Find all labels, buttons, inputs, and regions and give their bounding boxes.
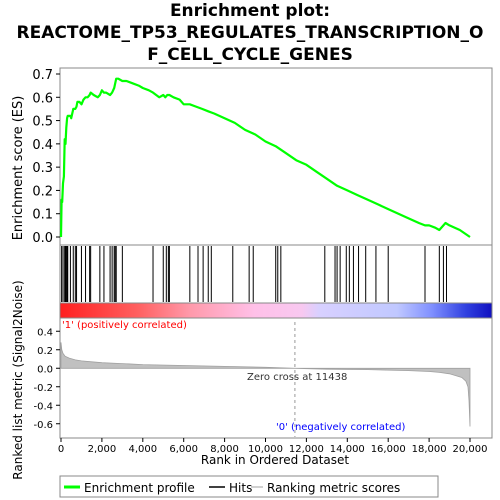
es-y-tick-label: 0.7 [32,68,53,83]
es-y-tick-label: 0.4 [32,138,53,153]
metric-y-label: Ranked list metric (Signal2Noise) [11,280,25,479]
negative-label: '0' (negatively correlated) [276,422,405,433]
es-y-tick-label: 0.2 [32,184,53,199]
es-y-tick-label: 0.0 [32,231,53,246]
es-panel [60,68,492,245]
es-y-tick-label: 0.1 [32,208,53,223]
x-tick-label: 2,000 [88,444,117,455]
es-y-tick-label: 0.5 [32,115,53,130]
x-axis-label: Rank in Ordered Dataset [201,453,349,467]
positive-label: '1' (positively correlated) [62,320,187,331]
metric-y-tick-label: -0.6 [33,420,53,431]
legend-label-enrichment: Enrichment profile [84,481,195,495]
metric-y-tick-label: 0.0 [37,364,53,375]
legend-label-ranking: Ranking metric scores [267,481,400,495]
es-y-tick-label: 0.3 [32,161,53,176]
legend-label-hits: Hits [229,481,252,495]
rank-colorbar [60,303,492,318]
metric-y-tick-label: 0.4 [37,327,53,338]
metric-y-tick-label: -0.2 [33,383,53,394]
zero-cross-label: Zero cross at 11438 [247,372,347,383]
x-tick-label: 6,000 [169,444,198,455]
es-y-label: Enrichment score (ES) [11,96,26,241]
es-y-tick-label: 0.6 [32,91,53,106]
metric-y-tick-label: -0.4 [33,401,53,412]
x-tick-label: 4,000 [128,444,157,455]
x-tick-label: 20,000 [453,444,488,455]
x-tick-label: 16,000 [371,444,406,455]
x-tick-label: 0 [58,444,64,455]
metric-y-tick-label: 0.2 [37,346,53,357]
x-tick-label: 18,000 [412,444,447,455]
